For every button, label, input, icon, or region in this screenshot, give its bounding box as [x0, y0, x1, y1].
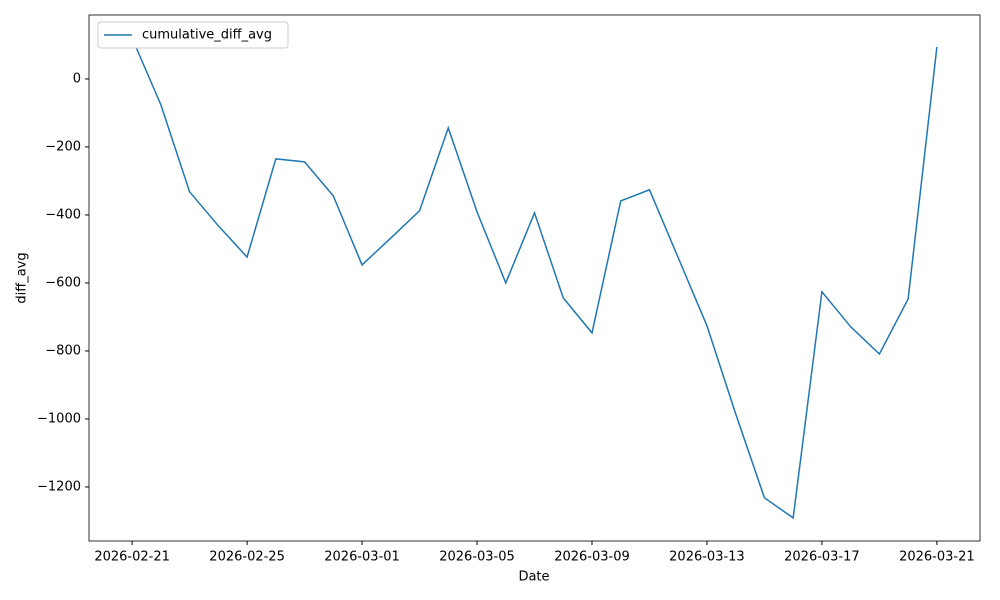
x-tick-label: 2026-03-17 [784, 550, 860, 565]
x-tick-label: 2026-03-09 [554, 550, 630, 565]
x-tick-label: 2026-03-21 [899, 550, 975, 565]
legend-label: cumulative_diff_avg [142, 28, 272, 43]
x-axis-label: Date [518, 570, 549, 585]
y-tick-label: −600 [45, 275, 81, 290]
data-line [131, 37, 938, 520]
y-tick-label: −200 [45, 139, 81, 154]
y-tick-label: 0 [73, 71, 81, 86]
y-tick-label: −400 [45, 207, 81, 222]
legend-box [97, 21, 289, 49]
y-tick-label: −1200 [37, 479, 81, 494]
y-axis-label: diff_avg [15, 252, 30, 303]
x-tick-label: 2026-03-13 [669, 550, 745, 565]
x-tick-label: 2026-03-01 [324, 550, 400, 565]
y-tick-label: −800 [45, 343, 81, 358]
y-tick-label: −1000 [37, 411, 81, 426]
x-tick-label: 2026-02-21 [94, 550, 170, 565]
x-tick-label: 2026-03-05 [439, 550, 515, 565]
plot-frame [88, 14, 981, 542]
x-tick-label: 2026-02-25 [209, 550, 285, 565]
